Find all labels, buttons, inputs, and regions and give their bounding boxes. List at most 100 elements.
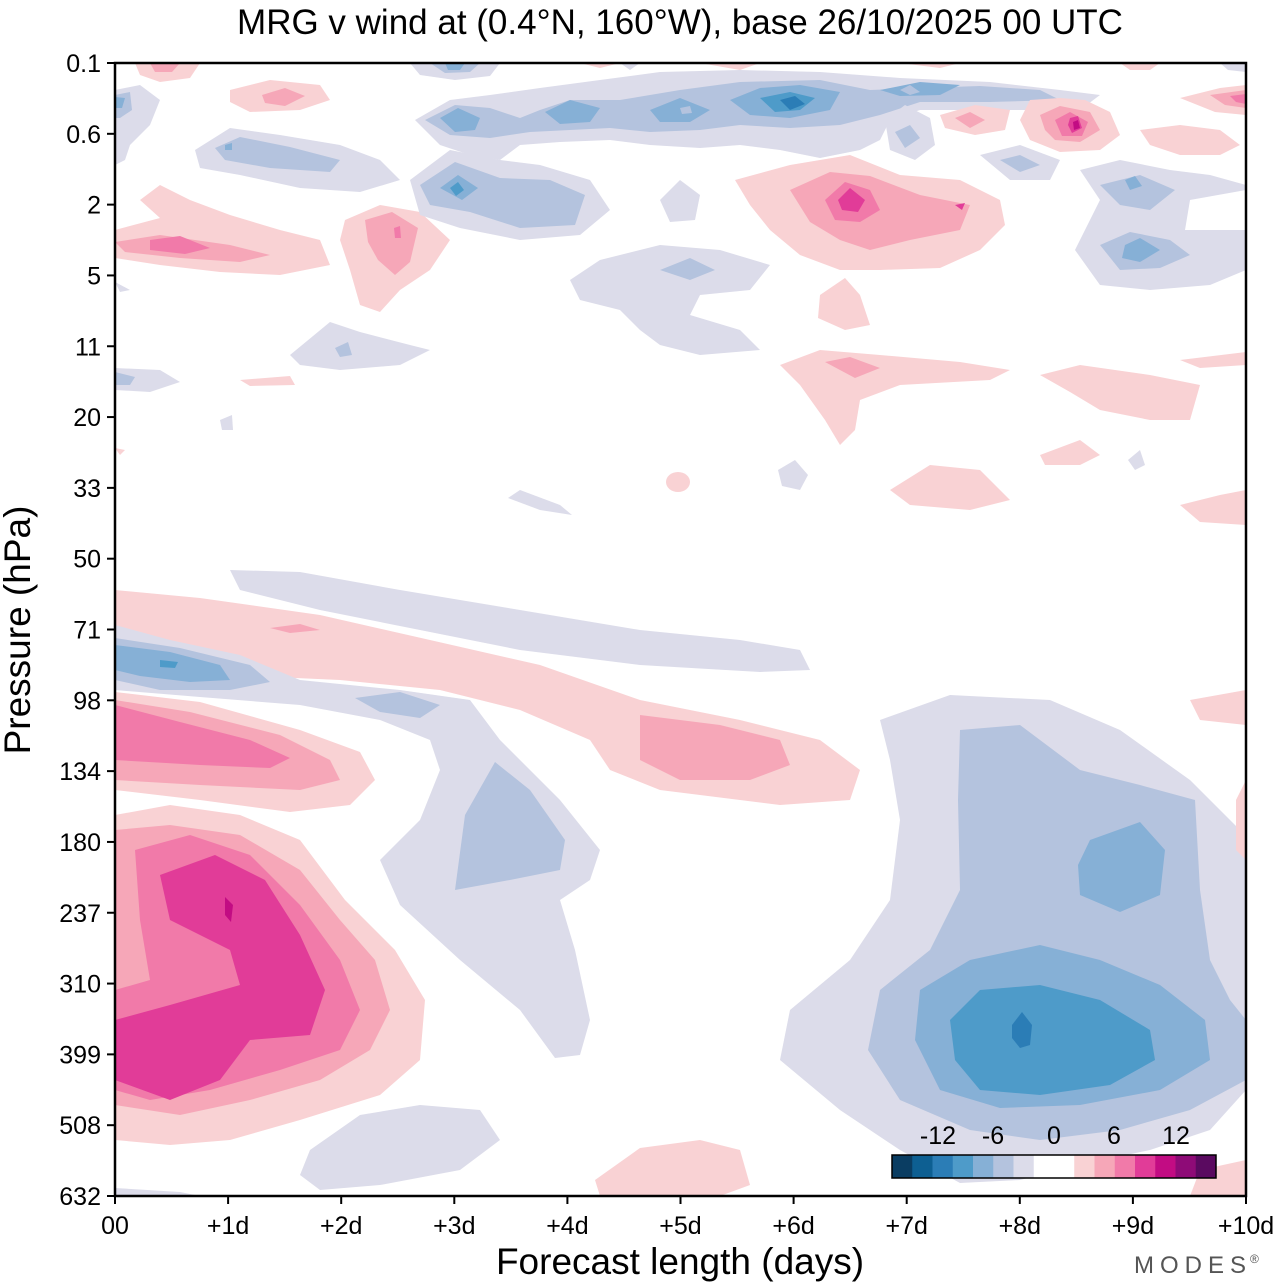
contour-region bbox=[115, 1188, 200, 1196]
contour-region bbox=[1140, 125, 1240, 155]
colorbar-swatch bbox=[1054, 1155, 1075, 1178]
colorbar-label: 12 bbox=[1162, 1122, 1190, 1150]
contour-region bbox=[150, 236, 210, 254]
y-tick-label: 180 bbox=[59, 829, 101, 857]
contour-region bbox=[1220, 63, 1246, 72]
x-tick-label: +9d bbox=[1112, 1212, 1154, 1240]
contour-region bbox=[508, 490, 572, 515]
colorbar-swatch bbox=[1033, 1155, 1055, 1178]
x-tick-label: +7d bbox=[885, 1212, 927, 1240]
contour-field bbox=[115, 63, 1246, 1196]
colorbar-frame bbox=[891, 1154, 1217, 1179]
colorbar-label: -12 bbox=[920, 1122, 956, 1150]
contour-region bbox=[595, 1140, 750, 1196]
y-tick-label: 310 bbox=[59, 971, 101, 999]
y-tick-label: 5 bbox=[87, 262, 101, 290]
brand-logo: MODES ® bbox=[1134, 1252, 1259, 1279]
contour-region bbox=[225, 897, 233, 922]
contour-region bbox=[700, 63, 760, 70]
x-tick-label: +4d bbox=[546, 1212, 588, 1240]
contour-region bbox=[1075, 160, 1246, 290]
contour-region bbox=[1230, 94, 1246, 104]
contour-region bbox=[290, 322, 430, 370]
contour-region bbox=[115, 625, 600, 1058]
x-axis-label: Forecast length (days) bbox=[496, 1241, 864, 1282]
contour-region bbox=[1040, 365, 1200, 420]
contour-region bbox=[135, 63, 200, 82]
contour-region bbox=[895, 125, 920, 148]
contour-region bbox=[838, 188, 865, 212]
x-tick-label: +5d bbox=[659, 1212, 701, 1240]
contour-region bbox=[1236, 780, 1246, 860]
x-tick-label: +6d bbox=[772, 1212, 814, 1240]
contour-region bbox=[818, 278, 870, 330]
colorbar-swatch bbox=[1175, 1155, 1197, 1178]
y-axis-label: Pressure (hPa) bbox=[0, 506, 38, 755]
contour-region bbox=[1180, 352, 1246, 368]
contour-region bbox=[1190, 1160, 1246, 1196]
contour-region bbox=[660, 180, 700, 222]
y-tick-label: 50 bbox=[73, 546, 101, 574]
colorbar-swatch bbox=[1135, 1155, 1156, 1178]
y-tick-label: 2 bbox=[87, 192, 101, 220]
y-tick-label: 11 bbox=[75, 333, 101, 361]
contour-region bbox=[150, 63, 180, 72]
x-tick-label: +2d bbox=[320, 1212, 362, 1240]
contour-region bbox=[1078, 822, 1165, 912]
contour-region bbox=[115, 185, 330, 275]
contour-region bbox=[1128, 450, 1145, 470]
contour-region bbox=[1210, 90, 1246, 108]
contour-region bbox=[115, 855, 325, 1100]
colorbar-swatch bbox=[973, 1155, 994, 1178]
contour-region bbox=[1073, 120, 1080, 130]
y-axis: 0.1 0.6 2 5 11 20 33 50 71 98 134 180 237 310 399 508 63… bbox=[59, 50, 115, 1211]
y-tick-label: 71 bbox=[73, 617, 101, 645]
contour-region bbox=[1180, 490, 1246, 525]
y-tick-label: 134 bbox=[59, 758, 101, 786]
contour-region bbox=[115, 282, 130, 292]
contour-region bbox=[365, 212, 418, 275]
contour-region bbox=[1012, 1012, 1032, 1048]
y-tick-label: 20 bbox=[73, 404, 101, 432]
contour-region bbox=[240, 376, 295, 386]
contour-region bbox=[220, 415, 233, 430]
colorbar-swatch bbox=[993, 1155, 1014, 1178]
contour-region bbox=[950, 985, 1155, 1095]
colorbar-swatch bbox=[1195, 1155, 1217, 1178]
contour-region bbox=[778, 460, 808, 490]
y-tick-label: 0.6 bbox=[66, 121, 101, 149]
contour-region bbox=[115, 705, 290, 768]
y-tick-label: 508 bbox=[59, 1112, 101, 1140]
contour-region bbox=[160, 660, 178, 668]
x-tick-label: +3d bbox=[433, 1212, 475, 1240]
contour-region bbox=[660, 258, 715, 280]
contour-region bbox=[825, 357, 880, 378]
contour-region bbox=[355, 692, 440, 718]
contour-region bbox=[1190, 690, 1246, 725]
colorbar-swatch bbox=[952, 1155, 974, 1178]
contour-region bbox=[1000, 155, 1040, 172]
contour-region bbox=[890, 465, 1010, 510]
contour-region bbox=[115, 368, 180, 392]
contour-region bbox=[620, 63, 640, 70]
colorbar-label: 6 bbox=[1107, 1122, 1121, 1150]
contour-region bbox=[1120, 63, 1160, 70]
contour-region bbox=[1125, 176, 1142, 190]
contour-region bbox=[545, 100, 600, 124]
contour-region bbox=[955, 112, 985, 128]
y-tick-label: 399 bbox=[59, 1041, 101, 1069]
contour-region bbox=[394, 226, 401, 238]
contour-region bbox=[570, 245, 770, 355]
colorbar-label: -6 bbox=[982, 1122, 1004, 1150]
x-tick-label: +8d bbox=[999, 1212, 1041, 1240]
contour-region bbox=[650, 98, 710, 122]
colorbar-swatch bbox=[1013, 1155, 1035, 1178]
y-tick-label: 632 bbox=[59, 1183, 101, 1211]
colorbar-label: 0 bbox=[1047, 1122, 1061, 1150]
contour-region bbox=[1122, 238, 1160, 262]
contour-region bbox=[300, 1105, 500, 1190]
colorbar-swatch bbox=[1074, 1155, 1095, 1178]
colorbar-swatch bbox=[932, 1155, 954, 1178]
contour-region bbox=[666, 472, 690, 492]
